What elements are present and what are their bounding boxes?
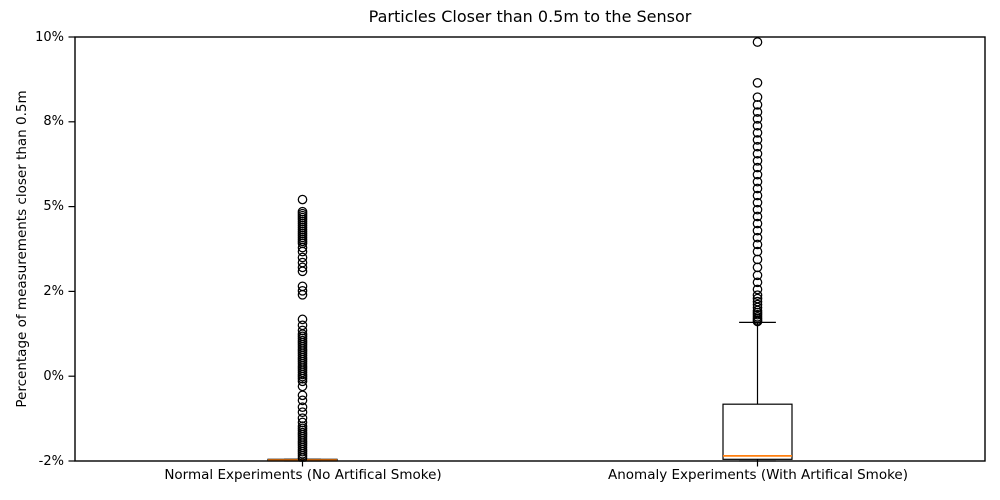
outlier-point — [297, 289, 308, 300]
boxplot-anomaly — [722, 37, 793, 462]
outlier-point — [297, 373, 308, 384]
outlier-point — [752, 162, 763, 173]
y-tick-label: 2% — [43, 283, 64, 299]
outlier-point — [297, 194, 308, 205]
outlier-point — [752, 169, 763, 180]
outlier-point — [752, 302, 763, 313]
outlier-point — [297, 314, 308, 325]
outlier-point — [752, 218, 763, 229]
outlier-point — [752, 190, 763, 201]
outlier-point — [752, 284, 763, 295]
outlier-point — [752, 100, 763, 110]
outlier-point — [752, 127, 763, 138]
outlier-point — [297, 242, 308, 253]
outlier-point — [752, 92, 763, 103]
axes-frame — [74, 36, 986, 462]
outlier-point — [752, 176, 763, 187]
chart-title: Particles Closer than 0.5m to the Sensor — [368, 7, 692, 26]
outlier-point — [752, 120, 763, 131]
outlier-point — [297, 376, 308, 387]
outlier-point — [752, 114, 763, 124]
outlier-point — [752, 290, 763, 301]
x-tick-label-normal: Normal Experiments (No Artifical Smoke) — [164, 467, 442, 483]
boxplot-normal — [267, 194, 338, 462]
y-tick-label: 5% — [43, 199, 64, 215]
outlier-point — [297, 262, 308, 273]
outlier-point — [297, 453, 308, 462]
outlier-point — [752, 148, 763, 159]
y-tick-label: 0% — [43, 368, 64, 384]
outlier-point — [752, 254, 763, 265]
outlier-point — [752, 239, 763, 250]
outlier-point — [752, 262, 763, 273]
outlier-point — [752, 141, 763, 152]
outlier-point — [752, 135, 763, 145]
outlier-point — [752, 225, 763, 236]
iqr-box — [722, 403, 793, 460]
outlier-point — [752, 37, 763, 47]
y-tick-label: 8% — [43, 114, 64, 130]
outlier-point — [297, 395, 308, 406]
outlier-point — [297, 286, 308, 296]
outlier-point — [752, 107, 763, 117]
outlier-point — [752, 211, 763, 222]
outlier-point — [752, 77, 763, 88]
y-tick-label: 10% — [35, 29, 64, 45]
outlier-point — [752, 204, 763, 215]
x-tick-label-anomaly: Anomaly Experiments (With Artifical Smok… — [608, 467, 908, 483]
y-tick-label: -2% — [38, 453, 64, 469]
outlier-point — [297, 407, 308, 418]
outlier-point — [752, 155, 763, 166]
outlier-point — [752, 197, 763, 208]
outlier-point — [297, 266, 308, 277]
outlier-point — [752, 183, 763, 194]
outlier-point — [752, 270, 763, 281]
outlier-point — [297, 402, 308, 412]
outlier-point — [297, 246, 308, 257]
outlier-point — [297, 252, 308, 263]
outlier-point — [752, 232, 763, 243]
outlier-point — [297, 390, 308, 401]
outlier-point — [752, 316, 763, 327]
outlier-point — [752, 277, 763, 288]
